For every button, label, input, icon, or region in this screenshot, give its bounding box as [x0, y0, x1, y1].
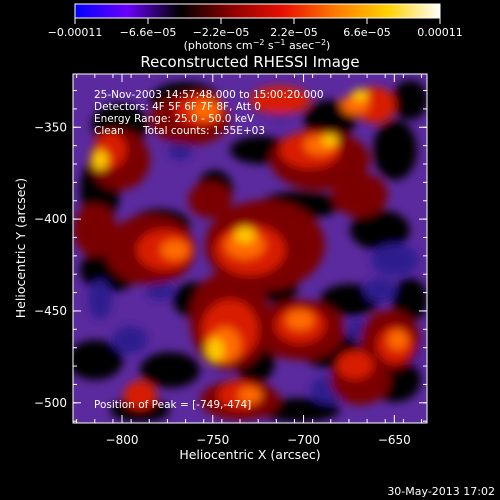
footer-date: 30-May-2013 17:02	[387, 485, 495, 498]
image-blob	[73, 204, 117, 256]
colorbar-tick-label: −6.6e−05	[120, 26, 177, 39]
colorbar-tick-labels: −0.00011 −6.6e−05 −2.2e−05 2.2e−05 6.6e−05 0.…	[48, 26, 463, 39]
y-tick-label: −500	[34, 396, 67, 410]
image-blob	[337, 351, 373, 379]
image-blob	[371, 244, 419, 276]
image-blob	[235, 227, 255, 243]
y-tick-label: −450	[34, 304, 67, 318]
image-blob	[364, 278, 396, 302]
annotations: 25-Nov-2003 14:57:48.000 to 15:00:20.000…	[94, 89, 324, 411]
image-blob	[238, 387, 262, 403]
y-tick-label: −350	[34, 120, 67, 134]
annotation-peak: Position of Peak = [-749,-474]	[94, 399, 251, 411]
y-axis-ticks: −350 −400 −450 −500	[34, 90, 427, 422]
image-blob	[260, 398, 340, 422]
image-blob	[146, 280, 174, 300]
image-blob	[161, 240, 189, 260]
image-area	[73, 74, 427, 423]
image-blob	[352, 89, 368, 101]
image-blobs	[73, 80, 427, 422]
image-blob	[373, 120, 417, 180]
image-blob	[73, 340, 123, 380]
annotation-clean: Clean	[94, 125, 124, 137]
colorbar-units: (photons cm−2 s−1 asec−2)	[184, 38, 331, 52]
image-blob	[191, 100, 219, 120]
image-blob	[206, 338, 224, 362]
image-blob	[140, 352, 200, 388]
image-blob	[332, 173, 388, 217]
y-tick-label: −400	[34, 212, 67, 226]
image-blob	[88, 280, 112, 320]
colorbar-tick-label: −0.00011	[48, 26, 103, 39]
image-blob	[250, 86, 310, 114]
image-blob	[350, 210, 410, 250]
image-blob	[188, 182, 232, 218]
image-blob	[92, 150, 108, 170]
plot-frame	[72, 73, 428, 424]
image-blob	[392, 80, 427, 120]
image-blob	[392, 278, 427, 322]
annotation-detectors: Detectors: 4F 5F 6F 7F 8F, Att 0	[94, 101, 261, 113]
x-tick-label: −700	[287, 433, 320, 447]
annotation-energy: Energy Range: 25.0 - 50.0 keV	[94, 113, 255, 125]
x-axis-ticks: −800 −750 −700 −650	[76, 74, 423, 447]
image-blob	[286, 310, 314, 330]
colorbar-ticks	[74, 18, 441, 24]
colorbar	[74, 3, 441, 19]
colorbar-tick-label: 6.6e−05	[343, 26, 390, 39]
colorbar-tick-label: 2.2e−05	[270, 26, 317, 39]
chart-title: Reconstructed RHESSI Image	[140, 53, 359, 71]
image-blob	[388, 330, 408, 350]
annotation-counts: Total counts: 1.55E+03	[142, 125, 265, 137]
image-blob	[112, 326, 148, 354]
image-blob	[124, 381, 156, 409]
colorbar-tick-label: −2.2e−05	[193, 26, 250, 39]
x-axis-label: Heliocentric X (arcsec)	[179, 447, 320, 462]
y-axis-label: Heliocentric Y (arcsec)	[13, 178, 28, 318]
image-blob	[225, 231, 265, 259]
colorbar-tick-label: 0.00011	[417, 26, 463, 39]
annotation-time: 25-Nov-2003 14:57:48.000 to 15:00:20.000	[94, 89, 324, 101]
image-blob	[322, 134, 338, 146]
x-tick-label: −650	[378, 433, 411, 447]
image-blob	[168, 140, 192, 160]
image-blob	[110, 398, 170, 422]
x-tick-label: −800	[106, 433, 139, 447]
x-tick-label: −750	[196, 433, 229, 447]
